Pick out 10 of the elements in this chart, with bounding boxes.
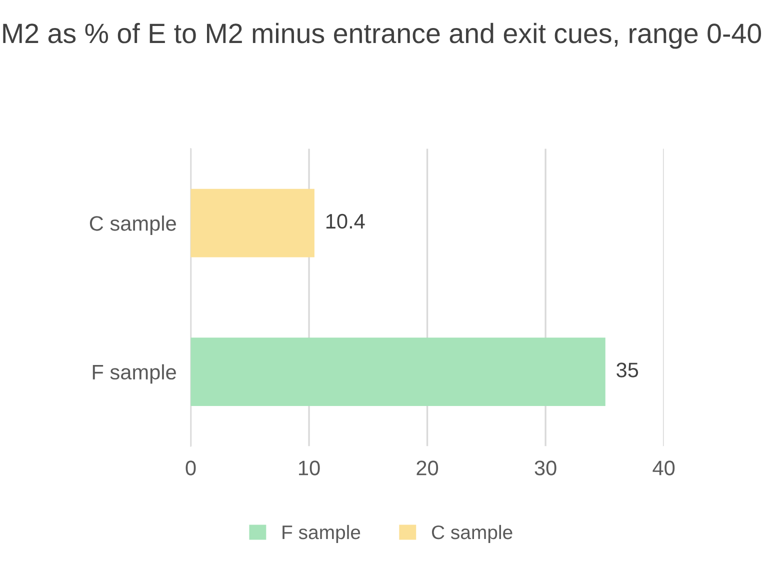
x-tick-label: 0	[186, 460, 196, 476]
x-tick-label: 10	[299, 460, 320, 476]
legend-label: F sample	[282, 524, 360, 544]
chart-title: M2 as % of E to M2 minus entrance and exit cues, range 0-40	[3, 22, 762, 49]
legend-label: C sample	[432, 524, 512, 544]
x-tick-label: 20	[416, 460, 438, 476]
x-tick-label: 40	[652, 460, 675, 476]
data-label: 10.4	[326, 214, 365, 229]
x-tick-label: 30	[534, 460, 556, 476]
data-label: 35	[616, 362, 638, 378]
